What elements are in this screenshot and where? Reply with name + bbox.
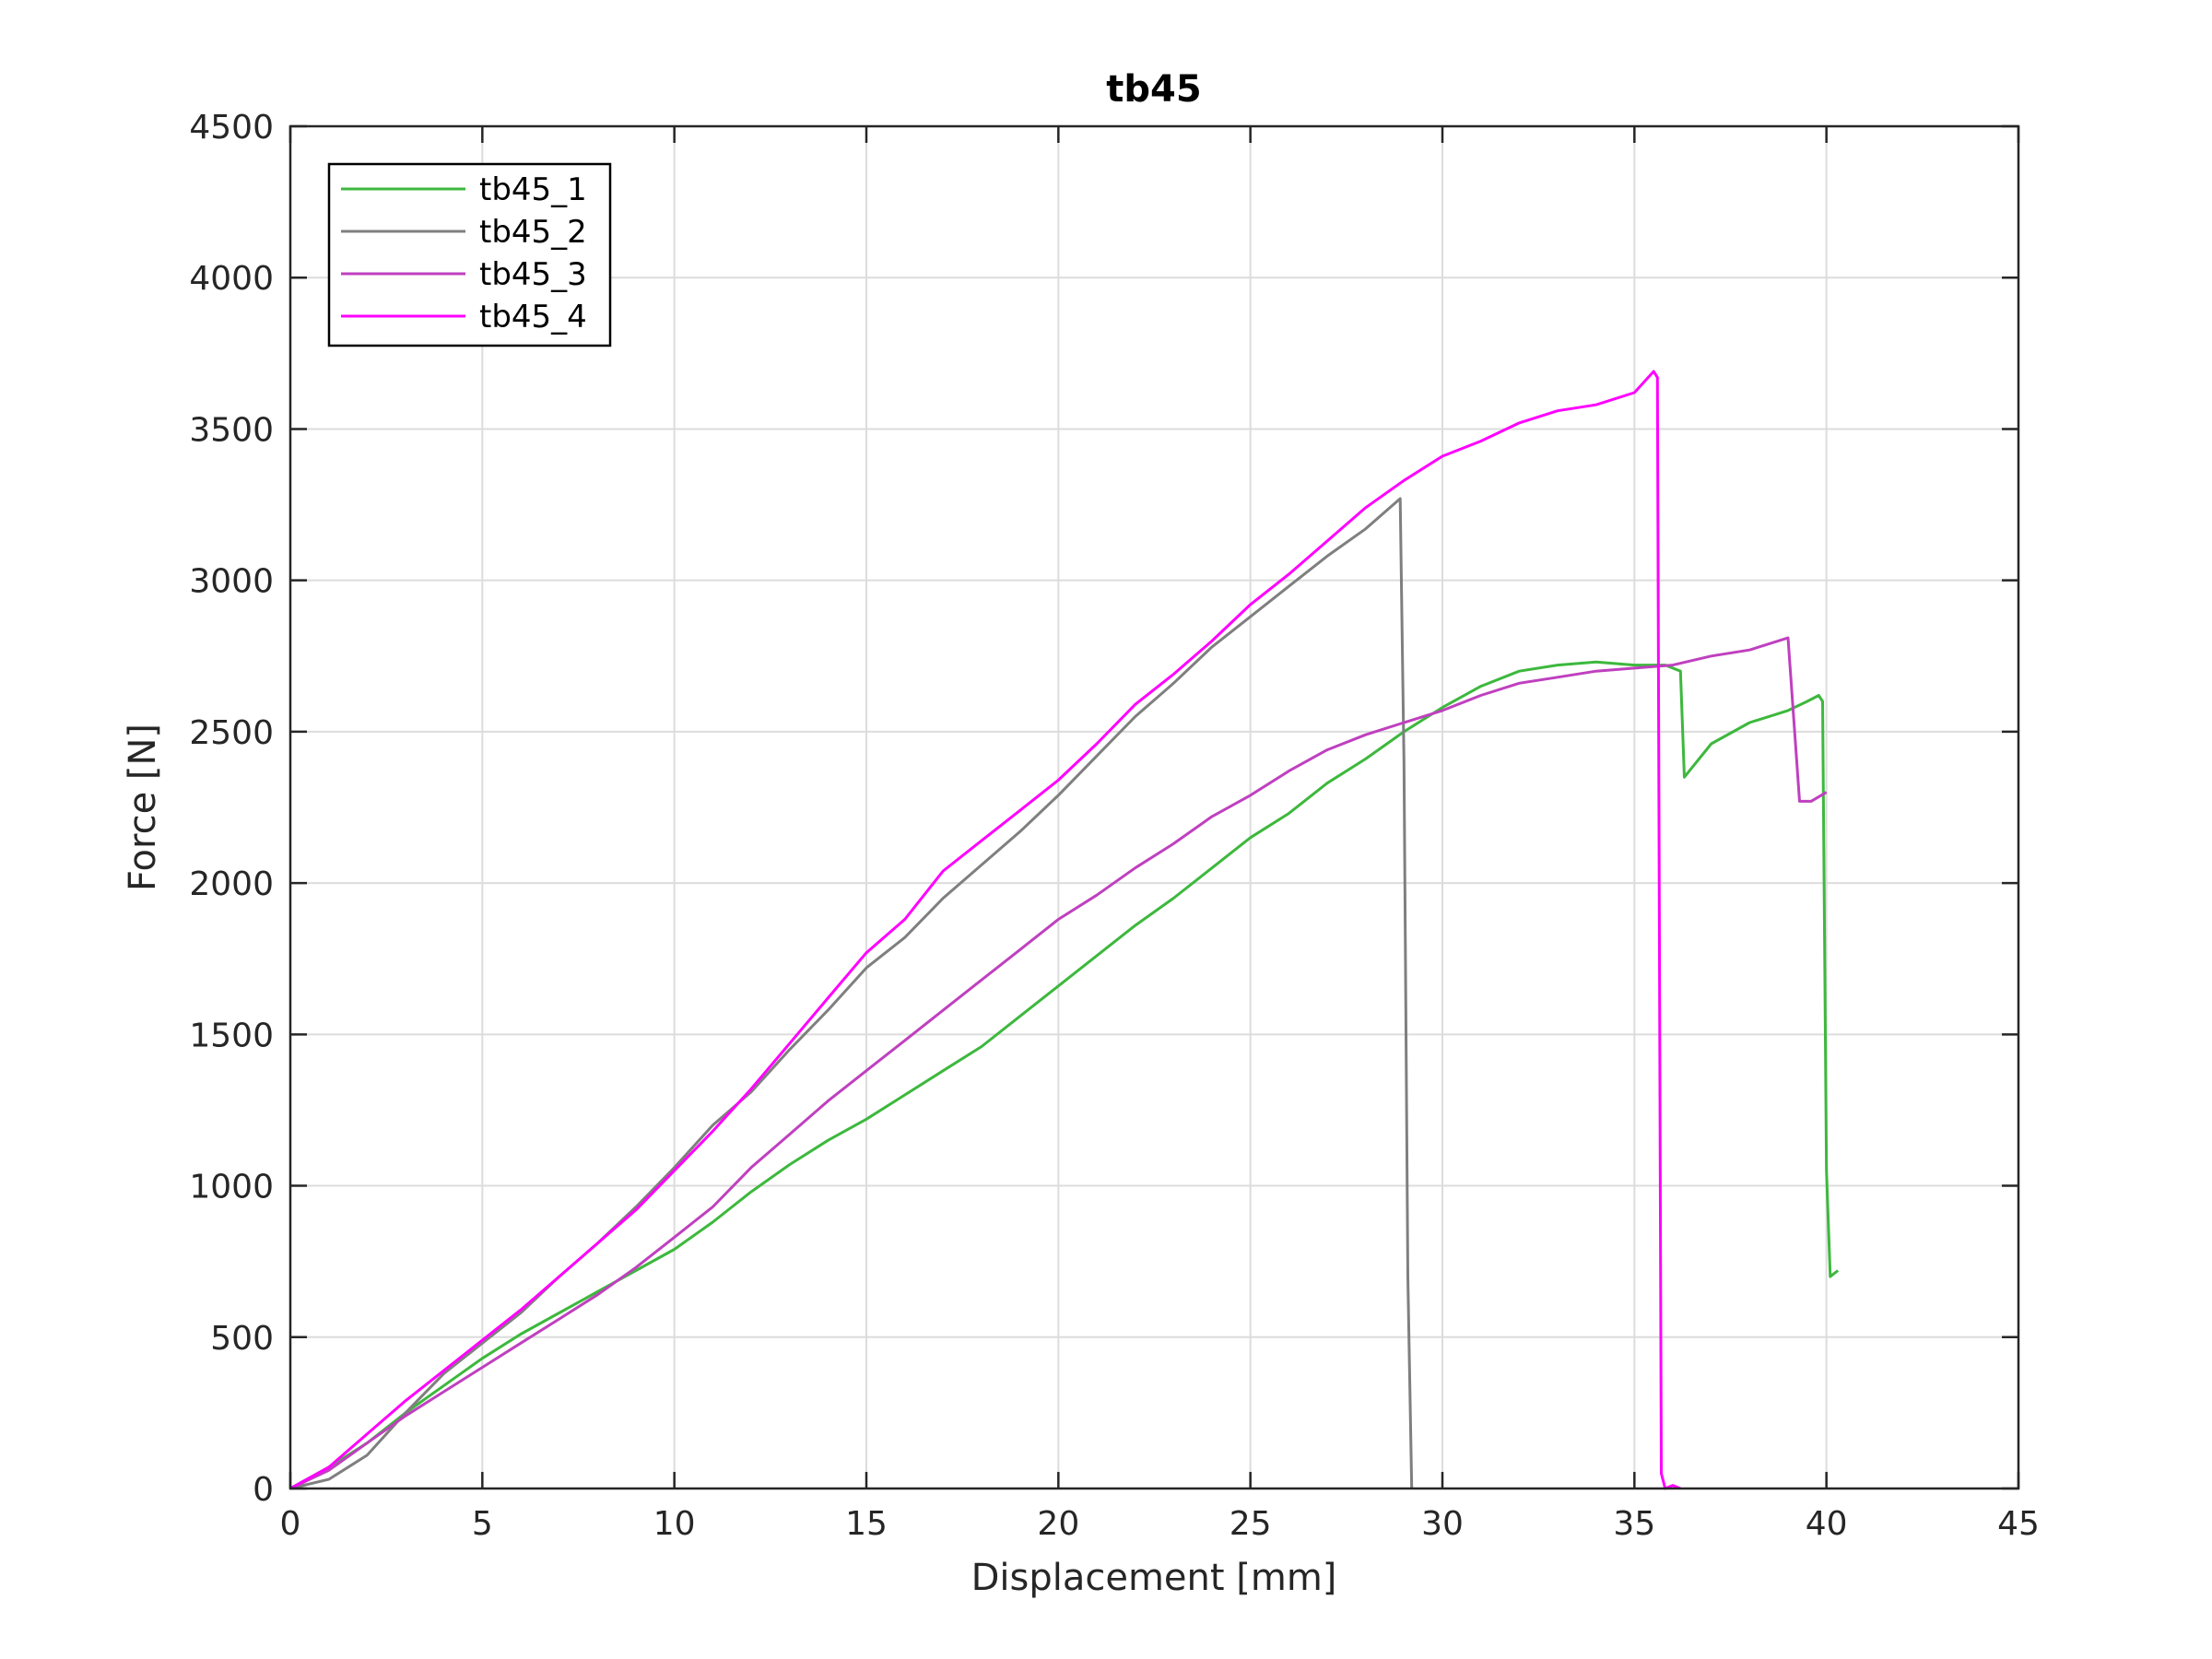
series-line-tb45_1 <box>289 660 1840 1490</box>
plot-frame <box>288 124 2020 1490</box>
y-tick-label: 500 <box>210 1320 274 1358</box>
y-tick-label: 2000 <box>189 865 274 903</box>
x-tick-label: 30 <box>1421 1505 1464 1543</box>
x-tick-label: 5 <box>472 1505 493 1543</box>
series-line-tb45_4 <box>289 370 1681 1490</box>
tick-labels: 0 5 10 15 20 25 30 35 40 45 0 500 1000 1500 2000 2500 30… <box>189 109 2040 1543</box>
x-tick-label: 35 <box>1613 1505 1655 1543</box>
y-tick-label: 1000 <box>189 1169 274 1206</box>
series-line-tb45_3 <box>289 636 1828 1490</box>
x-tick-label: 40 <box>1806 1505 1848 1543</box>
x-tick-label: 45 <box>1997 1505 2040 1543</box>
x-tick-label: 20 <box>1037 1505 1079 1543</box>
legend-entries: tb45_1 tb45_2 tb45_3 tb45_4 <box>341 171 587 335</box>
x-tick-label: 0 <box>280 1505 301 1543</box>
x-tick-label: 15 <box>845 1505 888 1543</box>
y-tick-label: 0 <box>253 1471 274 1509</box>
y-tick-label: 3500 <box>189 411 274 449</box>
y-tick-label: 4500 <box>189 109 274 147</box>
y-tick-label: 1500 <box>189 1017 274 1054</box>
series-layer <box>289 370 1840 1490</box>
chart-title: tb45 <box>1106 68 1201 111</box>
y-axis-label: Force [N] <box>122 724 164 891</box>
ticks <box>288 124 2020 1490</box>
legend-label-tb45_4: tb45_4 <box>479 299 587 335</box>
legend-label-tb45_3: tb45_3 <box>479 256 587 293</box>
legend-label-tb45_2: tb45_2 <box>479 214 587 251</box>
legend-label-tb45_1: tb45_1 <box>479 171 587 208</box>
x-axis-label: Displacement [mm] <box>971 1557 1337 1599</box>
y-tick-label: 3000 <box>189 563 274 601</box>
x-tick-label: 10 <box>653 1505 696 1543</box>
legend: tb45_1 tb45_2 tb45_3 tb45_4 <box>327 162 612 347</box>
y-tick-label: 4000 <box>189 260 274 298</box>
y-tick-label: 2500 <box>189 714 274 752</box>
x-tick-label: 25 <box>1230 1505 1272 1543</box>
series-line-tb45_2 <box>289 497 1414 1490</box>
